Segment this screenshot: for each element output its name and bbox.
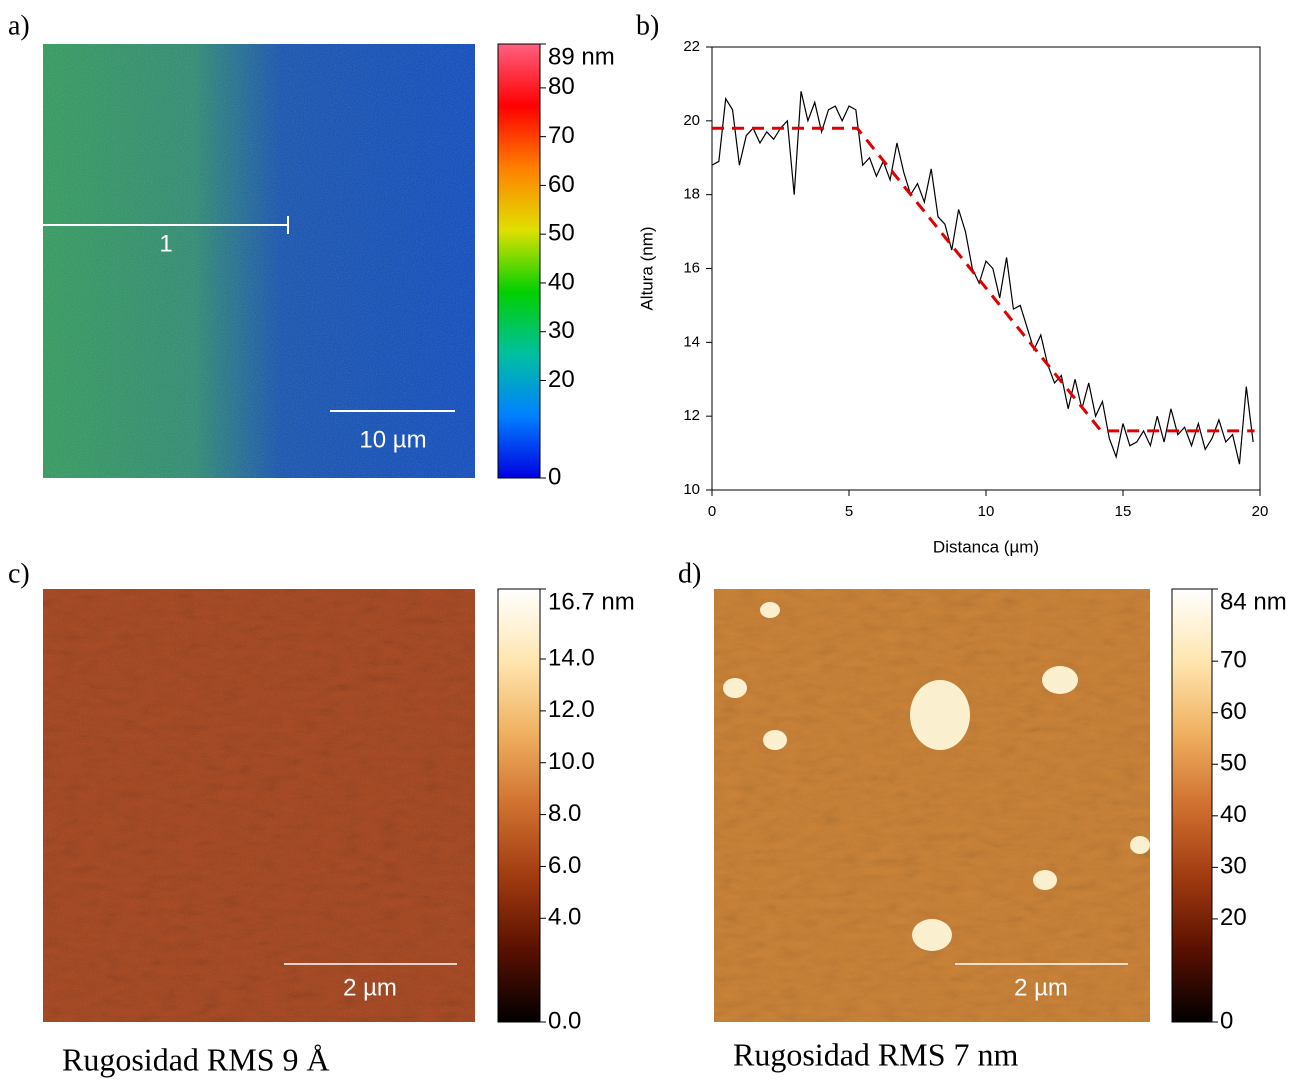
x-tick-label: 20 xyxy=(1252,503,1269,520)
caption: Rugosidad RMS 7 nm xyxy=(733,1036,1018,1072)
colorbar-tick-label: 60 xyxy=(548,171,575,198)
y-tick-label: 14 xyxy=(683,333,700,350)
y-tick-label: 20 xyxy=(683,112,700,129)
x-tick-label: 10 xyxy=(978,503,995,520)
y-axis-label: Altura (nm) xyxy=(637,226,656,310)
colorbar-tick-label: 0.0 xyxy=(548,1007,581,1034)
colorbar-tick-label: 8.0 xyxy=(548,800,581,827)
colorbar-tick-label: 80 xyxy=(548,73,575,100)
plot-frame xyxy=(711,46,1261,491)
panel-label: b) xyxy=(636,10,659,41)
colorbar-tick-label: 4.0 xyxy=(548,904,581,931)
series-line xyxy=(712,126,1255,433)
caption: Rugosidad RMS 9 Å xyxy=(62,1041,330,1077)
colorbar-tick-label: 20 xyxy=(1220,904,1247,931)
y-tick-label: 18 xyxy=(683,186,700,203)
y-tick-label: 16 xyxy=(683,259,700,276)
colorbar-tick-label: 30 xyxy=(548,317,575,344)
colorbar-tick-label: 20 xyxy=(548,366,575,393)
colorbar xyxy=(497,43,541,479)
colorbar-tick-label: 60 xyxy=(1220,698,1247,725)
annotation: 1 xyxy=(159,230,172,257)
colorbar-tick-label: 16.7 nm xyxy=(548,588,635,615)
x-tick-label: 5 xyxy=(845,503,853,520)
series-line xyxy=(711,91,1254,465)
y-tick-label: 12 xyxy=(683,407,700,424)
afm-texture xyxy=(714,589,1150,1022)
afm-texture xyxy=(43,589,475,1022)
panel-label: c) xyxy=(8,558,30,589)
colorbar-tick-label: 84 nm xyxy=(1220,588,1287,615)
panel-label: d) xyxy=(678,558,701,589)
colorbar-tick-label: 12.0 xyxy=(548,696,595,723)
colorbar-tick-label: 30 xyxy=(1220,853,1247,880)
y-tick-label: 10 xyxy=(683,481,700,498)
colorbar-tick-label: 50 xyxy=(548,220,575,247)
colorbar-tick-label: 14.0 xyxy=(548,644,595,671)
x-tick-label: 15 xyxy=(1115,503,1132,520)
colorbar-tick-label: 89 nm xyxy=(548,43,615,70)
colorbar-tick-label: 50 xyxy=(1220,750,1247,777)
scale-bar-label: 2 µm xyxy=(1014,974,1068,1001)
panel-label: a) xyxy=(8,10,30,41)
colorbar-tick-label: 6.0 xyxy=(548,852,581,879)
scale-bar-label: 10 µm xyxy=(359,426,426,453)
x-tick-label: 0 xyxy=(708,503,716,520)
colorbar-tick-label: 70 xyxy=(548,122,575,149)
colorbar xyxy=(497,588,541,1023)
colorbar xyxy=(1171,588,1213,1023)
afm-texture xyxy=(43,44,475,478)
colorbar-tick-label: 70 xyxy=(1220,647,1247,674)
x-axis-label: Distanca (µm) xyxy=(933,537,1039,556)
y-tick-label: 22 xyxy=(683,38,700,55)
colorbar-tick-label: 10.0 xyxy=(548,748,595,775)
colorbar-tick-label: 0 xyxy=(1220,1007,1233,1034)
colorbar-tick-label: 40 xyxy=(548,268,575,295)
scale-bar-label: 2 µm xyxy=(343,974,397,1001)
colorbar-tick-label: 40 xyxy=(1220,801,1247,828)
colorbar-tick-label: 0 xyxy=(548,463,561,490)
